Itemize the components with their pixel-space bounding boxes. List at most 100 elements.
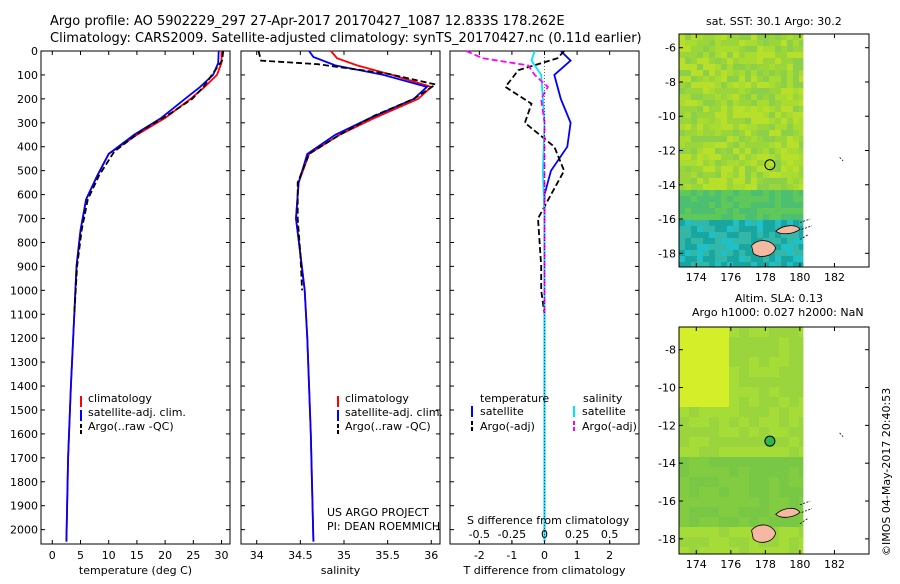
field-cell: [727, 178, 733, 184]
field-cell: [697, 262, 703, 267]
field-cell: [685, 178, 691, 184]
field-cell: [699, 447, 709, 457]
field-cell: [799, 136, 804, 142]
field-cell: [727, 106, 733, 112]
field-cell: [715, 214, 721, 220]
legend-label: Argo(..raw -QC): [88, 420, 174, 433]
field-cell: [709, 256, 715, 262]
difference-panel: -2 -1 0 1 2 T difference from climatology -0.5…: [449, 50, 640, 577]
field-cell: [715, 40, 721, 46]
field-cell: [703, 40, 709, 46]
field-cell: [679, 34, 685, 40]
legend-title-salinity: salinity: [583, 392, 623, 405]
field-cell: [799, 387, 804, 397]
lon-tick-label: 178: [755, 558, 776, 571]
field-cell: [697, 160, 703, 166]
field-cell: [699, 377, 709, 387]
field-cell: [729, 327, 739, 337]
field-cell: [769, 136, 775, 142]
x-tick-label: 34.5: [288, 549, 313, 562]
field-cell: [715, 46, 721, 52]
field-cell: [751, 262, 757, 267]
field-cell: [781, 202, 787, 208]
field-cell: [733, 100, 739, 106]
field-cell: [799, 172, 804, 178]
field-cell: [759, 377, 769, 387]
field-cell: [689, 437, 699, 447]
field-cell: [679, 367, 689, 377]
field-cell: [799, 367, 804, 377]
field-cell: [745, 178, 751, 184]
field-cell: [757, 172, 763, 178]
field-cell: [689, 387, 699, 397]
field-cell: [763, 196, 769, 202]
field-cell: [781, 130, 787, 136]
field-cell: [763, 154, 769, 160]
field-cell: [781, 256, 787, 262]
field-cell: [709, 172, 715, 178]
field-cell: [793, 196, 799, 202]
x-tick-label: 34: [250, 549, 264, 562]
field-cell: [781, 58, 787, 64]
field-cell: [703, 148, 709, 154]
field-cell: [781, 106, 787, 112]
field-cell: [733, 76, 739, 82]
field-cell: [709, 40, 715, 46]
field-cell: [787, 250, 793, 256]
field-cell: [775, 160, 781, 166]
field-cell: [799, 507, 804, 517]
field-cell: [679, 64, 685, 70]
field-cell: [709, 64, 715, 70]
field-cell: [721, 160, 727, 166]
field-cell: [751, 106, 757, 112]
sla-map-title-line1: Altim. SLA: 0.13: [735, 292, 823, 305]
field-cell: [789, 397, 799, 407]
field-cell: [775, 58, 781, 64]
depth-tick-label: 2000: [10, 524, 38, 537]
field-cell: [685, 202, 691, 208]
field-cell: [759, 347, 769, 357]
field-cell: [679, 220, 685, 226]
field-cell: [727, 112, 733, 118]
field-cell: [685, 58, 691, 64]
series-line-3: [257, 50, 438, 291]
field-cell: [739, 34, 745, 40]
field-cell: [799, 250, 804, 256]
field-cell: [793, 214, 799, 220]
field-cell: [799, 100, 804, 106]
field-cell: [715, 106, 721, 112]
field-cell: [727, 52, 733, 58]
field-cell: [727, 70, 733, 76]
field-cell: [769, 477, 779, 487]
field-cell: [703, 154, 709, 160]
field-cell: [793, 82, 799, 88]
field-cell: [719, 497, 729, 507]
field-cell: [715, 184, 721, 190]
field-cell: [769, 226, 775, 232]
field-cell: [689, 357, 699, 367]
field-cell: [703, 142, 709, 148]
field-cell: [691, 100, 697, 106]
lat-tick-label: -16: [658, 495, 676, 508]
field-cell: [751, 142, 757, 148]
field-cell: [739, 226, 745, 232]
field-cell: [733, 64, 739, 70]
field-cell: [751, 34, 757, 40]
field-cell: [703, 88, 709, 94]
field-cell: [679, 437, 689, 447]
field-cell: [793, 244, 799, 250]
field-cell: [769, 58, 775, 64]
field-cell: [799, 547, 804, 554]
field-cell: [703, 208, 709, 214]
field-cell: [789, 417, 799, 427]
depth-tick-label: 1900: [10, 500, 38, 513]
field-cell: [779, 457, 789, 467]
field-cell: [721, 184, 727, 190]
field-cell: [799, 232, 804, 238]
field-cell: [733, 232, 739, 238]
field-cell: [699, 507, 709, 517]
field-cell: [749, 547, 759, 554]
field-cell: [787, 208, 793, 214]
depth-tick-label: 400: [17, 141, 38, 154]
lat-tick-label: -18: [658, 247, 676, 260]
